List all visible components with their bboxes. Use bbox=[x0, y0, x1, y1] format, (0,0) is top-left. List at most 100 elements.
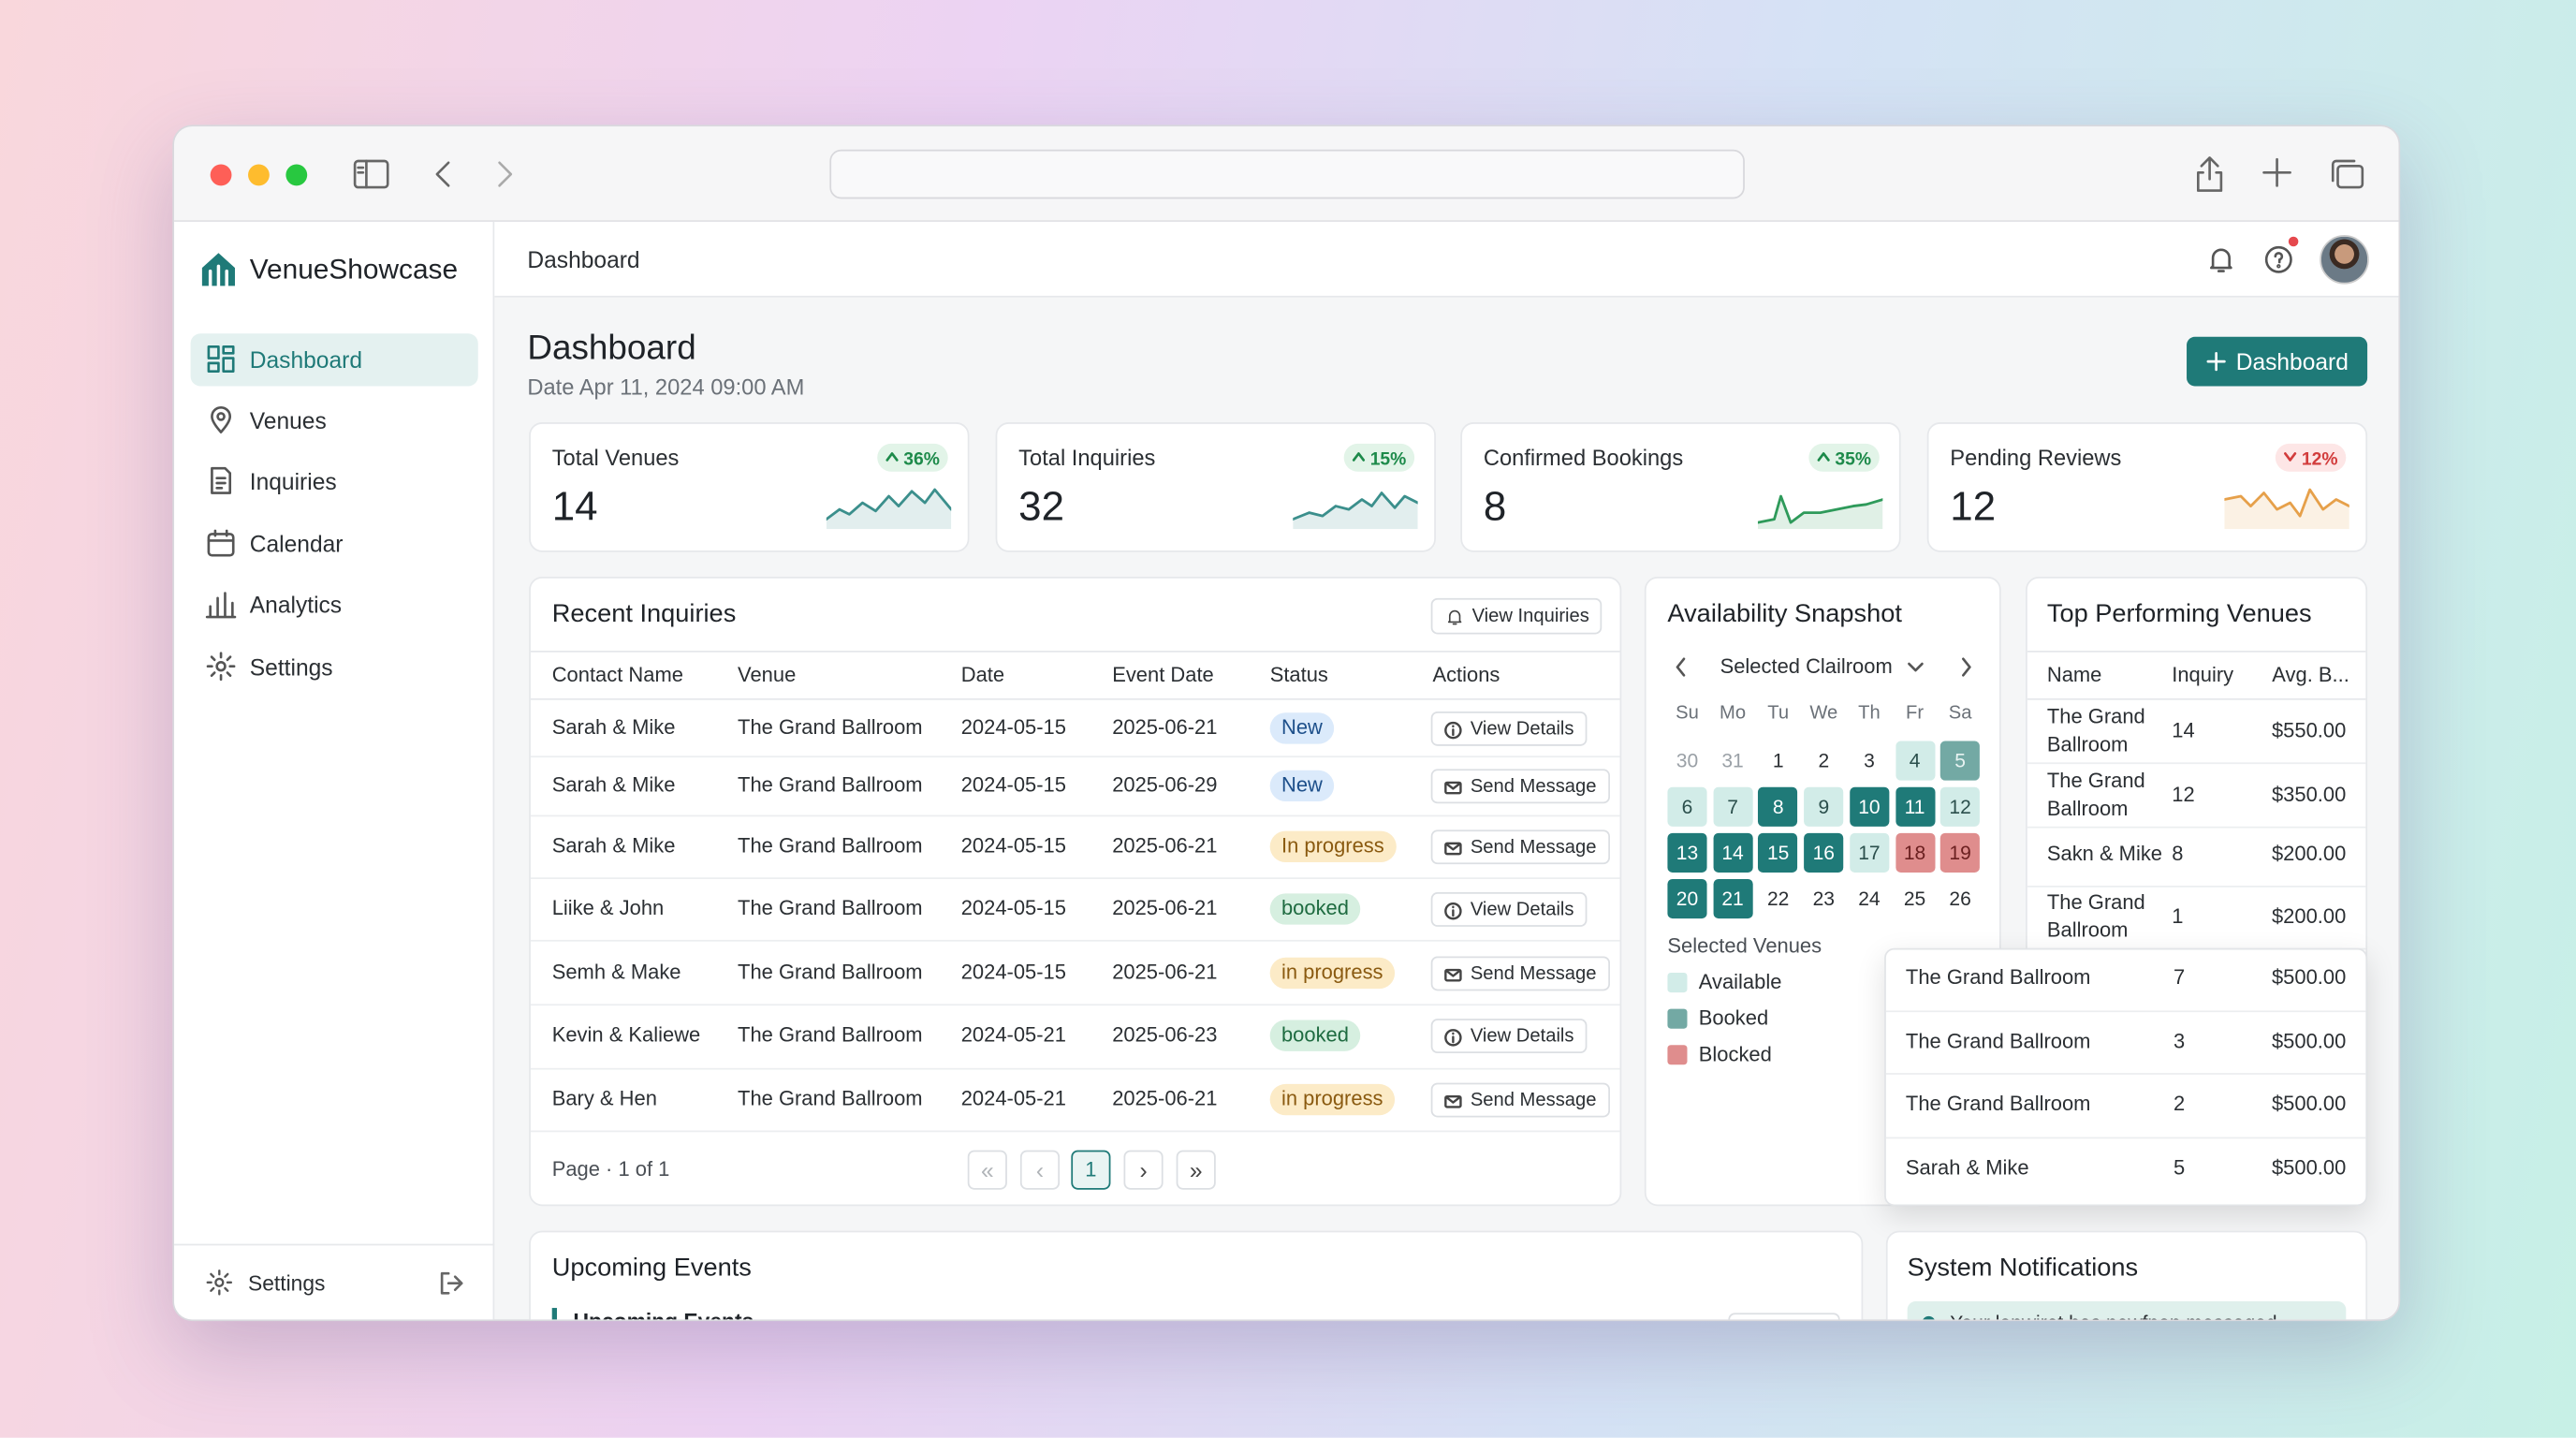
calendar-day[interactable]: 3 bbox=[1864, 749, 1875, 772]
calendar-day[interactable]: 10 bbox=[1849, 786, 1890, 827]
back-button[interactable] bbox=[432, 157, 456, 190]
calendar-day[interactable]: 19 bbox=[1940, 832, 1981, 873]
stat-label: Total Inquiries bbox=[1018, 446, 1156, 471]
page-button[interactable]: 1 bbox=[1071, 1150, 1111, 1190]
select-chevron[interactable] bbox=[1908, 662, 1925, 673]
calendar-day[interactable]: 18 bbox=[1895, 832, 1935, 873]
tabs-button[interactable] bbox=[2330, 157, 2366, 190]
forward-button[interactable] bbox=[493, 157, 517, 190]
trend-arrow bbox=[2283, 452, 2297, 462]
calendar-day[interactable]: 2 bbox=[1818, 749, 1830, 772]
table-cell: 2024-05-21 bbox=[960, 1087, 1066, 1111]
page-nav-button[interactable]: ‹ bbox=[1019, 1150, 1061, 1190]
calendar-day[interactable]: 5 bbox=[1940, 741, 1981, 781]
card-title: Availability Snapshot bbox=[1667, 600, 1902, 628]
page-nav-button[interactable]: « bbox=[967, 1150, 1007, 1190]
calendar-day[interactable]: 31 bbox=[1721, 749, 1744, 772]
avatar[interactable] bbox=[2320, 234, 2369, 285]
table-cell: Sarah & Mike bbox=[551, 715, 676, 740]
address-bar[interactable] bbox=[829, 149, 1745, 199]
zoom-button[interactable] bbox=[285, 164, 308, 186]
icon-part bbox=[222, 345, 235, 355]
card-title: System Notifications bbox=[1907, 1254, 2139, 1283]
calendar-day[interactable]: 24 bbox=[1858, 887, 1881, 911]
footer-settings[interactable]: Settings bbox=[248, 1270, 326, 1296]
column-header: Avg. B... bbox=[2272, 663, 2349, 687]
nav-item[interactable]: Inquiries bbox=[191, 455, 478, 507]
change-badge: 12% bbox=[2275, 443, 2347, 472]
calendar-day[interactable]: 1 bbox=[1772, 749, 1784, 772]
calendar-day[interactable]: 23 bbox=[1812, 887, 1836, 911]
calendar-day[interactable]: 9 bbox=[1804, 786, 1844, 827]
table-cell: 2024-05-15 bbox=[960, 834, 1066, 858]
sidebar-toggle[interactable] bbox=[353, 157, 389, 190]
calendar-day[interactable]: 12 bbox=[1940, 786, 1981, 827]
notification-item[interactable]: Your lonwiret has newfnon messaged bbox=[1907, 1301, 2347, 1320]
calendar-day[interactable]: 22 bbox=[1766, 887, 1790, 911]
prev-month[interactable] bbox=[1674, 657, 1687, 677]
add-button[interactable]: Dashboard bbox=[2187, 336, 2368, 387]
venues-popover: The Grand Ballroom 7 $500.00 The Grand Ball… bbox=[1884, 947, 2368, 1207]
action-button[interactable]: Send Message bbox=[1430, 1082, 1610, 1118]
action-button[interactable]: View Details bbox=[1430, 892, 1588, 927]
calendar-day[interactable]: 17 bbox=[1849, 832, 1890, 873]
new-tab-button[interactable] bbox=[2262, 157, 2292, 187]
logout-button[interactable] bbox=[439, 1270, 465, 1297]
row-divider bbox=[530, 1004, 1620, 1006]
calendar-day[interactable]: 6 bbox=[1667, 786, 1707, 827]
action-button[interactable]: View Details bbox=[1430, 711, 1588, 746]
button-label: View Inquiries bbox=[1471, 606, 1589, 626]
table-cell: $500.00 bbox=[2271, 1155, 2347, 1179]
calendar-day[interactable]: 16 bbox=[1804, 832, 1844, 873]
filter-button[interactable] bbox=[1728, 1313, 1840, 1320]
action-button[interactable]: Send Message bbox=[1430, 769, 1610, 804]
view-inquiries-button[interactable]: View Inquiries bbox=[1430, 597, 1603, 635]
calendar-day[interactable]: 30 bbox=[1676, 749, 1699, 772]
row-divider bbox=[1885, 1009, 2366, 1012]
sparkline bbox=[826, 488, 952, 530]
page-nav-button[interactable]: » bbox=[1176, 1150, 1216, 1190]
nav-item[interactable]: Analytics bbox=[191, 579, 478, 631]
calendar-day[interactable]: 26 bbox=[1949, 887, 1971, 911]
table-cell[interactable]: The Grand Ballroom bbox=[1905, 1029, 2091, 1052]
icon-part bbox=[353, 159, 389, 189]
action-button[interactable]: View Details bbox=[1430, 1019, 1588, 1054]
next-month[interactable] bbox=[1960, 657, 1973, 677]
weekday: Fr bbox=[1906, 703, 1925, 724]
action-button[interactable]: Send Message bbox=[1430, 829, 1610, 865]
row-divider bbox=[530, 756, 1620, 758]
close-button[interactable] bbox=[210, 164, 232, 186]
calendar-day[interactable]: 13 bbox=[1667, 832, 1707, 873]
icon-part bbox=[205, 592, 237, 619]
help-button[interactable] bbox=[2264, 245, 2294, 275]
calendar-day[interactable]: 7 bbox=[1713, 786, 1753, 827]
calendar-day[interactable]: 8 bbox=[1758, 786, 1798, 827]
calendar-day[interactable]: 15 bbox=[1758, 832, 1798, 873]
share-button[interactable] bbox=[2193, 154, 2226, 194]
notifications-button[interactable] bbox=[2206, 245, 2236, 275]
table-cell[interactable]: Sarah & Mike bbox=[1905, 1155, 2029, 1179]
calendar-day[interactable]: 4 bbox=[1895, 741, 1935, 781]
nav-item[interactable]: Dashboard bbox=[190, 333, 478, 387]
action-icon bbox=[1444, 841, 1462, 855]
calendar-day[interactable]: 21 bbox=[1713, 878, 1753, 919]
nav-label: Analytics bbox=[249, 591, 343, 618]
page-nav-button[interactable]: › bbox=[1123, 1150, 1164, 1190]
calendar-day[interactable]: 11 bbox=[1895, 786, 1935, 827]
table-cell[interactable]: The Grand Ballroom bbox=[1905, 965, 2091, 990]
trend-arrow bbox=[1817, 452, 1830, 462]
minimize-button[interactable] bbox=[248, 164, 270, 186]
calendar-day[interactable]: 20 bbox=[1667, 878, 1707, 919]
calendar-day[interactable]: 14 bbox=[1713, 832, 1753, 873]
table-cell: The Grand Ballroom bbox=[738, 773, 923, 797]
column-header: Date bbox=[960, 663, 1005, 687]
venue-select[interactable]: Selected Clailroom bbox=[1720, 654, 1893, 679]
table-cell[interactable]: The Grand Ballroom bbox=[1905, 1092, 2091, 1116]
calendar-day[interactable]: 25 bbox=[1903, 887, 1926, 911]
nav-item[interactable]: Settings bbox=[191, 640, 478, 693]
action-label: View Details bbox=[1470, 1026, 1574, 1047]
nav-item[interactable]: Venues bbox=[191, 394, 478, 447]
action-icon bbox=[1444, 780, 1462, 794]
nav-item[interactable]: Calendar bbox=[191, 518, 478, 570]
action-button[interactable]: Send Message bbox=[1430, 956, 1610, 991]
